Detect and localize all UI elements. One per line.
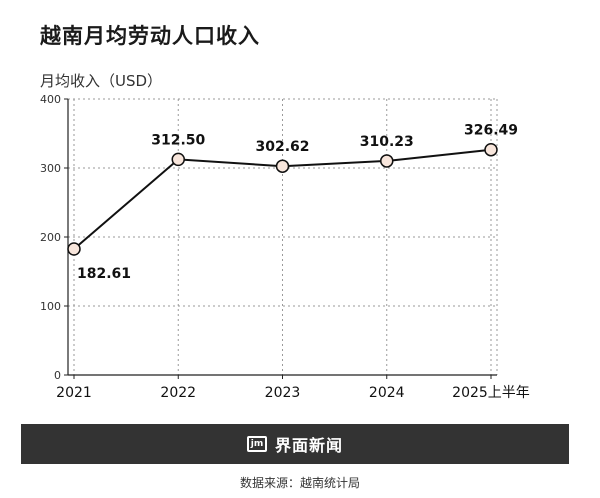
line-chart: 0 100 200 300 400 2021 2022 2023 2024 2025上半年 182.… xyxy=(40,93,530,401)
data-label: 302.62 xyxy=(255,139,309,155)
data-label: 182.61 xyxy=(77,266,131,282)
data-label: 310.23 xyxy=(360,134,414,150)
data-source: 数据来源：越南统计局 xyxy=(239,476,360,490)
y-tick-label: 400 xyxy=(40,93,61,106)
y-tick-label: 100 xyxy=(40,300,61,313)
data-point xyxy=(171,152,185,167)
brand-name: 界面新闻 xyxy=(274,436,343,455)
chart-title: 越南月均劳动人口收入 xyxy=(40,24,260,48)
data-label: 312.50 xyxy=(151,132,205,148)
y-axis-label: 月均收入（USD） xyxy=(40,72,163,90)
x-tick-label: 2024 xyxy=(369,385,405,401)
x-tick-label: 2023 xyxy=(265,385,301,401)
x-tick-label: 2025上半年 xyxy=(452,385,530,401)
jiemian-logo-icon: jm xyxy=(246,436,267,452)
data-point xyxy=(484,142,498,157)
y-tick-label: 300 xyxy=(40,162,61,175)
data-label: 326.49 xyxy=(464,123,518,139)
x-tick-label: 2022 xyxy=(160,385,196,401)
y-tick-label: 200 xyxy=(40,231,61,244)
data-point xyxy=(380,154,394,168)
x-tick-label: 2021 xyxy=(56,385,92,401)
data-point xyxy=(67,242,81,256)
data-point xyxy=(275,159,290,173)
y-tick-label: 0 xyxy=(54,369,61,382)
footer-bar: jm 界面新闻 xyxy=(21,424,569,464)
